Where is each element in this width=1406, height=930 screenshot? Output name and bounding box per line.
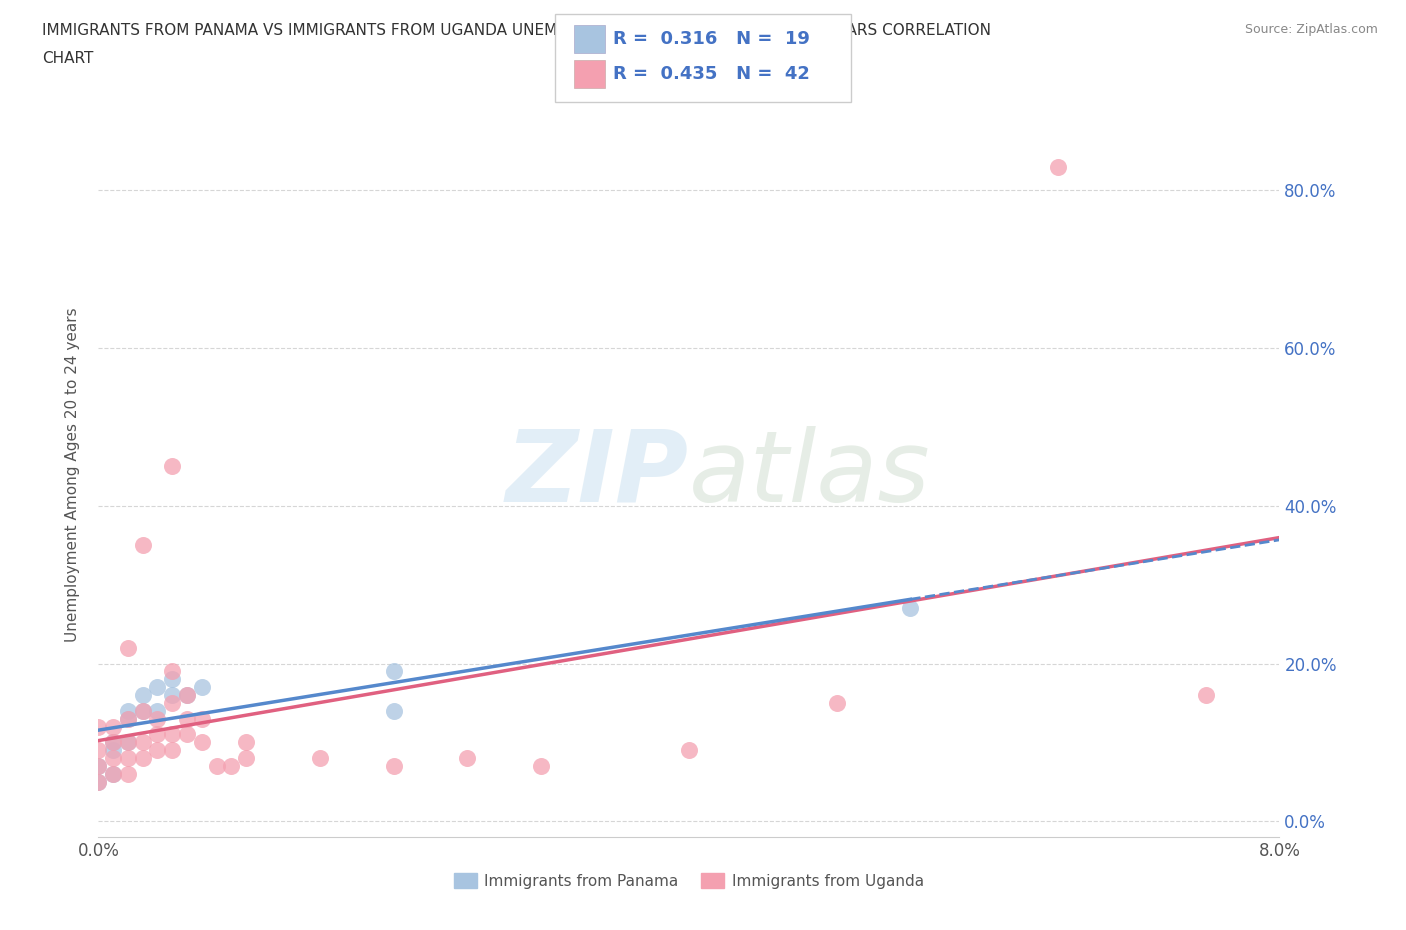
Point [117, 735, 139, 750]
Point [162, 743, 183, 758]
Point [146, 743, 169, 758]
Point [103, 766, 125, 781]
Point [87, 759, 110, 774]
Point [235, 735, 257, 750]
Point [382, 759, 405, 774]
Point [117, 703, 139, 718]
Point [162, 727, 183, 742]
Point [87, 775, 110, 790]
Point [176, 711, 198, 726]
Point [103, 751, 125, 765]
Point [103, 766, 125, 781]
Text: Source: ZipAtlas.com: Source: ZipAtlas.com [1244, 23, 1378, 36]
Point [87, 719, 110, 734]
Point [117, 735, 139, 750]
Point [235, 751, 257, 765]
Point [146, 703, 169, 718]
Point [176, 687, 198, 702]
Point [87, 743, 110, 758]
Point [309, 751, 332, 765]
Text: R =  0.316   N =  19: R = 0.316 N = 19 [613, 30, 810, 48]
Point [900, 601, 922, 616]
Point [176, 727, 198, 742]
Point [146, 727, 169, 742]
Point [103, 719, 125, 734]
Point [162, 664, 183, 679]
Point [191, 735, 214, 750]
Text: CHART: CHART [42, 51, 94, 66]
Point [117, 711, 139, 726]
Legend: Immigrants from Panama, Immigrants from Uganda: Immigrants from Panama, Immigrants from … [447, 867, 931, 895]
Point [162, 671, 183, 686]
Point [103, 735, 125, 750]
Point [530, 759, 553, 774]
Point [132, 538, 155, 552]
Point [382, 703, 405, 718]
Point [191, 680, 214, 695]
Point [205, 759, 228, 774]
Point [103, 743, 125, 758]
Point [132, 703, 155, 718]
Point [87, 759, 110, 774]
Text: IMMIGRANTS FROM PANAMA VS IMMIGRANTS FROM UGANDA UNEMPLOYMENT AMONG AGES 20 TO 2: IMMIGRANTS FROM PANAMA VS IMMIGRANTS FRO… [42, 23, 991, 38]
Point [117, 751, 139, 765]
Point [103, 735, 125, 750]
Point [457, 751, 479, 765]
Point [132, 735, 155, 750]
Point [221, 759, 243, 774]
Point [132, 751, 155, 765]
Point [162, 696, 183, 711]
Text: R =  0.435   N =  42: R = 0.435 N = 42 [613, 65, 810, 84]
Text: atlas: atlas [689, 426, 931, 523]
Point [825, 696, 848, 711]
Point [678, 743, 700, 758]
Point [146, 711, 169, 726]
Point [117, 711, 139, 726]
Point [162, 459, 183, 474]
Point [117, 641, 139, 656]
Point [1195, 687, 1218, 702]
Point [1046, 159, 1070, 174]
Point [191, 711, 214, 726]
Point [162, 687, 183, 702]
Point [132, 687, 155, 702]
Point [146, 680, 169, 695]
Point [382, 664, 405, 679]
Text: ZIP: ZIP [506, 426, 689, 523]
Point [87, 775, 110, 790]
Y-axis label: Unemployment Among Ages 20 to 24 years: Unemployment Among Ages 20 to 24 years [65, 307, 80, 642]
Point [117, 766, 139, 781]
Point [176, 687, 198, 702]
Point [132, 703, 155, 718]
